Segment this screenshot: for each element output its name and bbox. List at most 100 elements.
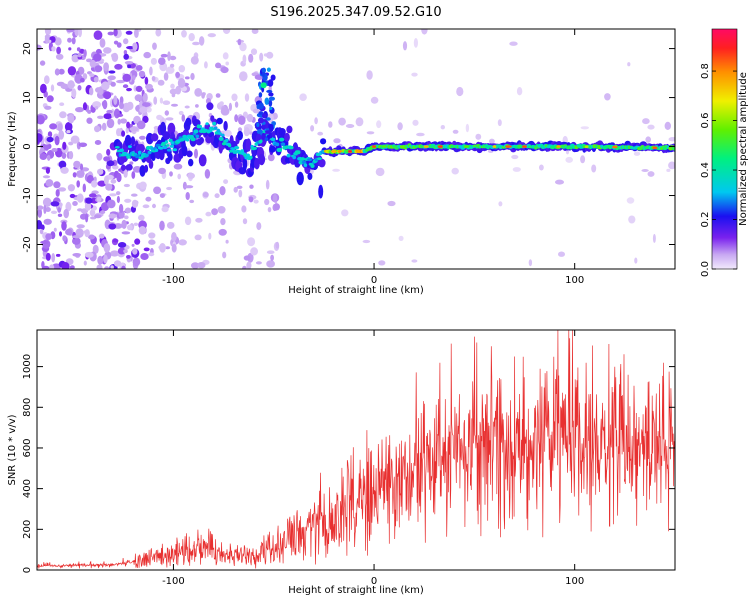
spectrogram-ridge-core	[126, 155, 131, 159]
spectrogram-ridge-halo	[242, 157, 248, 171]
spectrogram-ridge-halo	[185, 117, 192, 127]
spectrogram-noise-cell	[129, 126, 139, 132]
spectrogram-excursion	[258, 92, 263, 98]
spectrogram-ridge-core	[227, 143, 232, 148]
spectrogram-noise-cell	[211, 208, 219, 216]
spectrogram-noise-cell	[397, 122, 403, 131]
spectrogram-noise-cell	[123, 183, 130, 188]
spectrogram-noise-cell	[376, 120, 382, 129]
spectrogram-noise-cell	[121, 219, 127, 229]
spectrogram-noise-cell	[633, 151, 641, 156]
spectrogram-ridge-core	[195, 134, 200, 139]
spectrogram-noise-cell	[44, 75, 50, 84]
spectrogram-noise-cell	[106, 160, 115, 167]
spectrogram-noise-cell	[165, 246, 171, 250]
spectrogram-noise-cell	[47, 154, 51, 161]
spectrogram-ridge-core	[127, 145, 132, 149]
spectrogram-noise-cell	[122, 84, 129, 89]
spectrogram-excursion	[257, 133, 262, 141]
spectrogram-ridge-halo	[296, 171, 304, 186]
spectrogram-noise-cell	[341, 209, 349, 217]
spectrogram-noise-cell	[528, 259, 533, 267]
spectrogram-noise-cell	[412, 119, 419, 126]
spectrogram-noise-cell	[60, 166, 69, 174]
spectrogram-noise-cell	[137, 120, 146, 130]
spectrogram-noise-cell	[85, 213, 89, 223]
spectrogram-hot-spot	[330, 150, 337, 153]
spectrogram-noise-cell	[421, 29, 428, 35]
spectrogram-noise-cell	[184, 216, 192, 226]
spectrogram-noise-cell	[440, 125, 445, 130]
spectrogram-noise-cell	[149, 66, 153, 76]
spectrogram-noise-cell	[185, 192, 190, 200]
spectrogram-noise-cell	[634, 257, 638, 264]
spectrogram-noise-cell	[40, 83, 47, 94]
spectrogram-hot-spot	[612, 145, 618, 149]
spectrogram-ridge-core	[147, 150, 152, 155]
spectrogram-noise-cell	[143, 51, 151, 59]
spectrogram-excursion	[265, 117, 271, 121]
spectrogram-noise-cell	[236, 185, 243, 189]
spectrogram-noise-cell	[57, 213, 63, 217]
spectrogram-noise-cell	[42, 239, 51, 249]
spectrogram-noise-cell	[250, 247, 258, 256]
spectrogram-ridge-core	[185, 138, 190, 142]
spectrogram-noise-cell	[152, 203, 156, 209]
spectrogram-noise-cell	[125, 127, 129, 134]
snr-y-tick-label: 800	[22, 398, 33, 417]
spectrogram-noise-cell	[68, 47, 72, 51]
spectrogram-hot-spot	[399, 145, 405, 148]
spectrogram-noise-cell	[71, 37, 76, 45]
spectrogram-noise-cell	[139, 181, 147, 190]
spectrogram-noise-cell	[53, 181, 61, 189]
spectrogram-noise-cell	[191, 262, 200, 269]
spectrogram-ridge-core	[166, 144, 170, 147]
spectrogram-noise-cell	[58, 130, 65, 140]
spectrogram-noise-cell	[362, 239, 371, 244]
spectrogram-noise-cell	[259, 52, 264, 62]
spectrogram-noise-cell	[105, 183, 113, 191]
spectrogram-noise-cell	[175, 71, 181, 78]
spectrogram-noise-cell	[161, 206, 169, 213]
spectrogram-noise-cell	[234, 114, 239, 123]
spectrogram-noise-cell	[148, 239, 156, 245]
spectrogram-noise-cell	[512, 167, 521, 172]
spectrogram-noise-cell	[169, 55, 177, 61]
spectrogram-noise-cell	[123, 53, 129, 60]
spectrogram-noise-cell	[181, 30, 187, 38]
spectrogram-noise-cell	[135, 85, 143, 92]
spectrogram-noise-cell	[37, 205, 44, 210]
spectrogram-noise-cell	[150, 57, 157, 65]
spectrogram-ridge-halo	[284, 132, 290, 142]
spectrogram-ridge-core	[205, 122, 209, 126]
spectrogram-noise-cell	[54, 135, 60, 146]
spectrogram-noise-cell	[124, 207, 132, 214]
spectrogram-noise-cell	[76, 180, 80, 188]
spectrogram-excursion	[264, 137, 269, 142]
spectrogram-noise-cell	[627, 62, 631, 67]
spectrogram-noise-cell	[121, 265, 126, 269]
spectrogram-noise-cell	[231, 93, 238, 102]
spectrogram-noise-cell	[375, 167, 385, 177]
spectrogram-noise-cell	[84, 202, 92, 211]
spectrogram-noise-cell	[71, 88, 77, 99]
spectrogram-noise-cell	[411, 259, 418, 263]
spectrogram-noise-cell	[103, 156, 111, 162]
spectrogram-noise-cell	[668, 137, 675, 142]
spectrogram-noise-cell	[139, 100, 143, 110]
spectrogram-noise-cell	[83, 49, 87, 58]
colorbar-tick-label: 0.0	[700, 261, 711, 277]
spectrogram-excursion	[258, 111, 264, 115]
spectrogram-noise-cell	[243, 255, 251, 261]
spectrogram-noise-cell	[143, 247, 150, 252]
spectrogram-ridge-halo	[125, 164, 133, 171]
spectrogram-noise-cell	[134, 29, 139, 38]
spectrogram-excursion	[261, 71, 265, 77]
spectrogram-ridge-core	[292, 155, 297, 160]
spectrogram-excursion	[264, 97, 270, 105]
spectrogram-noise-cell	[177, 78, 186, 88]
spectrogram-noise-cell	[69, 193, 76, 199]
spectrogram-noise-cell	[121, 130, 126, 137]
spectrogram-excursion	[268, 92, 274, 97]
spectrogram-noise-cell	[123, 50, 128, 55]
